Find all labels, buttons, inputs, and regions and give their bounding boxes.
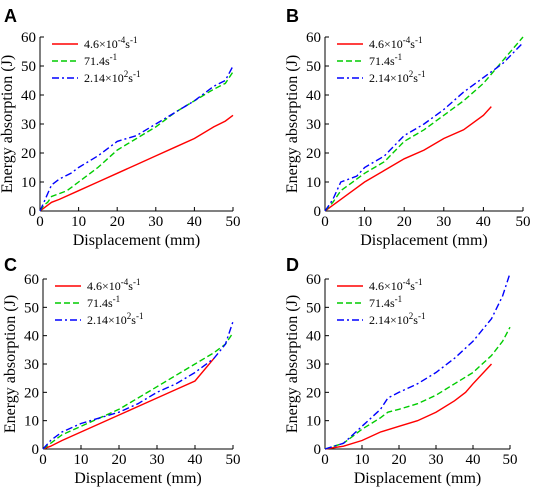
x-tick-label: 30	[429, 452, 444, 468]
series-line	[39, 65, 234, 212]
x-tick-label: 30	[436, 214, 451, 230]
x-axis-title: Displacement (mm)	[73, 232, 201, 249]
panel-letter: B	[286, 6, 299, 26]
panel-letter: C	[4, 255, 17, 275]
y-tick-label: 20	[306, 385, 321, 401]
series-line	[42, 321, 234, 450]
legend-entry: 71.4s-1	[369, 52, 402, 68]
series-line	[39, 114, 234, 212]
y-tick-label: 30	[24, 357, 39, 373]
x-tick-label: 10	[355, 452, 370, 468]
panel-d: D 0 10 20 30 40 50 0 10 20 30 40 50 60 Displacement (m…	[284, 255, 518, 487]
y-tick-label: 10	[24, 414, 39, 430]
x-axis-title: Displacement (mm)	[360, 232, 488, 249]
y-tick-label: 20	[24, 385, 39, 401]
legend-entry: 2.14×102s-1	[84, 69, 140, 85]
panel-c: C 0 10 20 30 40 50 0 10 20 30 40 50 60 Displacement (m…	[2, 255, 241, 487]
y-tick-label: 60	[21, 30, 36, 46]
series-line	[42, 332, 234, 450]
y-tick-label: 40	[24, 329, 39, 345]
y-tick-label: 20	[306, 146, 321, 162]
y-tick-label: 0	[314, 204, 322, 220]
series-line	[42, 357, 215, 450]
y-tick-label: 40	[306, 329, 321, 345]
series-line	[39, 71, 234, 212]
y-tick-label: 50	[21, 59, 36, 75]
y-tick-label: 30	[306, 357, 321, 373]
x-tick-label: 20	[392, 452, 407, 468]
x-tick-label: 30	[150, 452, 165, 468]
series-line	[324, 363, 493, 450]
y-tick-label: 30	[21, 117, 36, 133]
y-tick-label: 0	[29, 204, 37, 220]
x-tick-label: 40	[188, 452, 203, 468]
x-tick-label: 10	[71, 214, 86, 230]
x-tick-label: 50	[503, 452, 518, 468]
y-tick-label: 50	[306, 300, 321, 316]
y-tick-label: 10	[306, 175, 321, 191]
x-tick-label: 0	[321, 214, 329, 230]
legend-entry: 71.4s-1	[369, 294, 402, 310]
y-tick-label: 50	[306, 59, 321, 75]
legend-entry: 2.14×102s-1	[369, 69, 425, 85]
x-tick-label: 10	[74, 452, 89, 468]
y-tick-label: 60	[306, 30, 321, 46]
legend-entry: 4.6×10-4s-1	[84, 35, 137, 51]
y-tick-label: 40	[306, 88, 321, 104]
y-axis-title: Energy absorption (J)	[0, 55, 16, 193]
panel-b: B 0 10 20 30 40 50 0 10 20 30 40 50 60 Displacement (m…	[284, 6, 531, 249]
x-tick-label: 50	[516, 214, 531, 230]
series-line	[324, 42, 524, 212]
y-tick-label: 50	[24, 300, 39, 316]
panel-letter: D	[286, 255, 299, 275]
y-tick-label: 60	[24, 272, 39, 288]
y-tick-label: 60	[306, 272, 321, 288]
x-tick-label: 50	[226, 214, 241, 230]
series-line	[324, 36, 524, 212]
series-line	[324, 106, 492, 212]
x-axis-title: Displacement (mm)	[74, 470, 202, 487]
x-axis-title: Displacement (mm)	[354, 470, 482, 487]
legend-entry: 4.6×10-4s-1	[369, 35, 422, 51]
y-tick-label: 10	[21, 175, 36, 191]
y-tick-label: 0	[32, 442, 40, 458]
legend-entry: 4.6×10-4s-1	[369, 277, 422, 293]
x-tick-label: 40	[187, 214, 202, 230]
x-tick-label: 40	[476, 214, 491, 230]
x-tick-label: 20	[397, 214, 412, 230]
x-tick-label: 0	[39, 452, 47, 468]
x-tick-label: 20	[110, 214, 125, 230]
y-tick-label: 10	[306, 414, 321, 430]
legend-entry: 4.6×10-4s-1	[87, 277, 140, 293]
panel-letter: A	[4, 6, 17, 26]
y-tick-label: 40	[21, 88, 36, 104]
y-tick-label: 30	[306, 117, 321, 133]
legend-entry: 71.4s-1	[87, 294, 120, 310]
x-tick-label: 0	[321, 452, 329, 468]
series-line	[324, 273, 511, 450]
legend-entry: 2.14×102s-1	[87, 311, 143, 327]
y-axis-title: Energy absorption (J)	[2, 295, 19, 433]
panel-a: A 0 10 20 30 40 50 0 10 20 30 40 50 60 Displacement (m…	[0, 6, 241, 249]
x-tick-label: 20	[112, 452, 127, 468]
x-tick-label: 40	[466, 452, 481, 468]
x-tick-label: 50	[226, 452, 241, 468]
x-tick-label: 0	[36, 214, 44, 230]
y-axis-title: Energy absorption (J)	[284, 295, 301, 433]
x-tick-label: 30	[148, 214, 163, 230]
legend-entry: 2.14×102s-1	[369, 311, 425, 327]
legend-entry: 71.4s-1	[84, 52, 117, 68]
series-line	[324, 326, 511, 450]
y-tick-label: 20	[21, 146, 36, 162]
y-axis-title: Energy absorption (J)	[284, 55, 301, 193]
x-tick-label: 10	[357, 214, 372, 230]
y-tick-label: 0	[314, 442, 322, 458]
